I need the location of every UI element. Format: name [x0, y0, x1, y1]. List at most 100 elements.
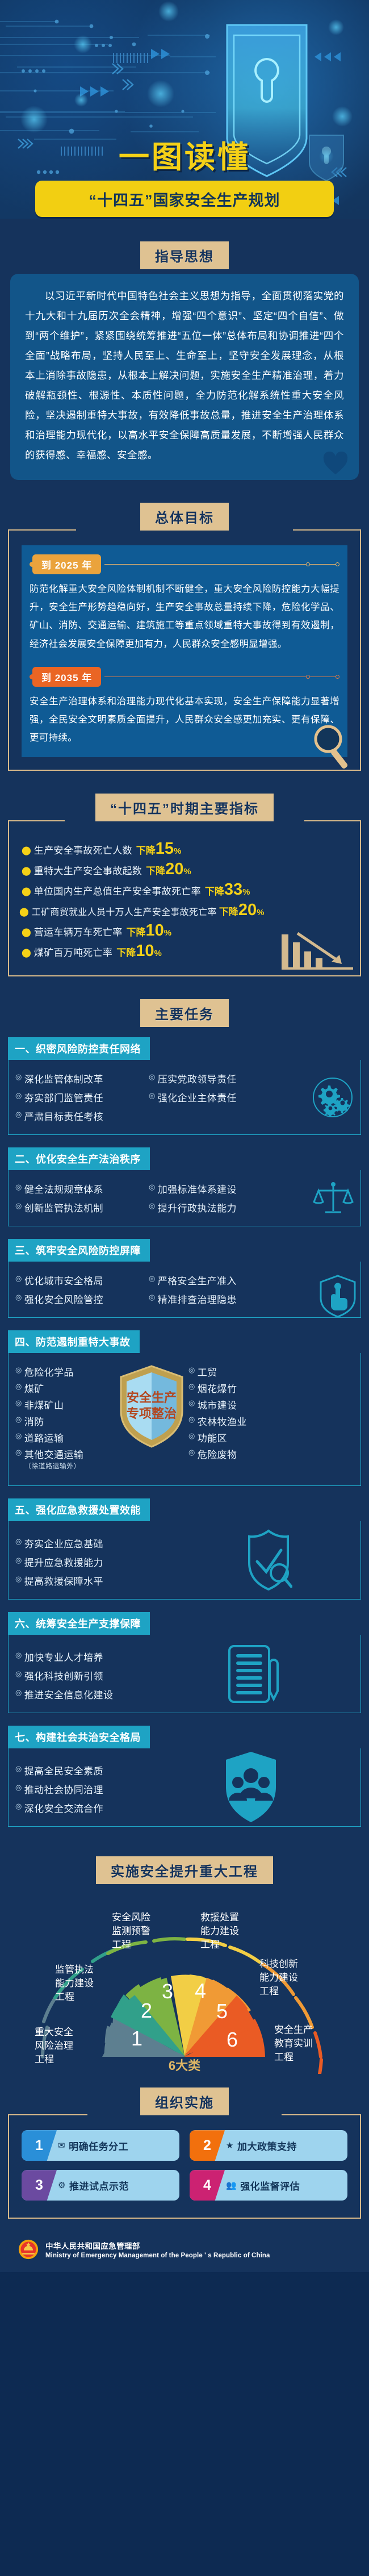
svg-text:监管执法: 监管执法 — [55, 1964, 94, 1975]
circle-bullet-icon: ◎ — [15, 1556, 22, 1565]
envelope-icon: ✉ — [58, 2141, 66, 2151]
task-item-note: （除道路运输外） — [24, 1462, 81, 1471]
drop-icon: ⬤ — [22, 948, 31, 958]
task-title: 二、优化安全生产法治秩序 — [8, 1147, 150, 1171]
drop-icon: ⬤ — [19, 907, 29, 917]
timeline-dot — [30, 562, 35, 567]
svg-text:安全风险: 安全风险 — [112, 1912, 150, 1923]
goal-2035-row: 到 2035 年 — [30, 666, 339, 687]
indicator-value: 10 — [145, 921, 164, 940]
indicator-label: 营运车辆万车死亡率 — [33, 927, 123, 938]
task-item: ◎ 深化安全交流合作 — [15, 1801, 149, 1815]
circle-bullet-icon: ◎ — [188, 1431, 195, 1441]
gear-icon: ⚙ — [58, 2181, 66, 2191]
indicator-value: 20 — [165, 860, 184, 879]
task-item-label: 煤矿 — [24, 1384, 44, 1395]
organization-heading: 组织实施 — [140, 2087, 229, 2116]
indicator-row: ⬤ 营运车辆万车死亡率 下降 10 % — [22, 921, 355, 940]
task-item-label: 深化安全交流合作 — [24, 1803, 103, 1815]
task-item: ◎ 煤矿 — [15, 1381, 115, 1395]
page-subtitle: “十四五”国家安全生产规划 — [89, 191, 280, 209]
task-item-label: 城市建设 — [197, 1400, 237, 1412]
task-item: ◎ 加强标准体系建设 — [149, 1181, 271, 1196]
task-item-label: 加强标准体系建设 — [157, 1184, 237, 1196]
task-item-label: 提高全民安全素质 — [24, 1766, 103, 1777]
indicator-label: 生产安全事故死亡人数 — [33, 845, 132, 857]
task-item-label: 强化科技创新引领 — [24, 1671, 103, 1682]
projects-heading-wrap: 实施安全提升重大工程 — [0, 1856, 369, 1885]
indicator-row: ⬤ 重特大生产安全事故起数 下降 20 % — [22, 860, 355, 879]
indicator-unit: % — [183, 867, 191, 877]
projects-wheel: 1 2 3 4 5 6 6大类 重大安全 风险治理 工程 监管执法 能力建设 — [0, 1886, 369, 2074]
indicator-unit: % — [174, 846, 182, 857]
task-item-label: 危险化学品 — [24, 1367, 74, 1379]
task-item: ◎ 推动社会协同治理 — [15, 1782, 149, 1796]
infographic-page: 一图读懂 “十四五”国家安全生产规划 指导思想 以习近平新时代中国特色社会主义思… — [0, 0, 369, 2260]
task-item-label: 健全法规规章体系 — [24, 1184, 103, 1196]
organization-item-4[interactable]: 4 👥 强化监督评估 — [190, 2170, 347, 2201]
guiding-card: 以习近平新时代中国特色社会主义思想为指导，全面贯彻落实党的十九大和十九届历次全会… — [10, 274, 359, 480]
task-item-label: 压实党政领导责任 — [157, 1074, 237, 1085]
task-item: ◎ 工贸 — [188, 1364, 279, 1379]
goals-heading-wrap: 总体目标 — [0, 503, 369, 531]
indicator-row: ⬤ 单位国内生产总值生产安全事故死亡率 下降 33 % — [22, 882, 355, 898]
wedge-label-2: 监管执法 能力建设 工程 — [55, 1964, 94, 2002]
task-body: ◎ 加快专业人才培养 ◎ 强化科技创新引领 ◎ 推进安全信息化建设 — [8, 1635, 361, 1714]
task-item-label: 夯实企业应急基础 — [24, 1539, 103, 1550]
task-item: ◎ 烟花爆竹 — [188, 1381, 279, 1395]
shield-bullet-icon: ◎ — [149, 1201, 156, 1210]
shield-hand-icon — [320, 1275, 356, 1318]
svg-text:工程: 工程 — [259, 1986, 279, 1997]
task-title: 三、筑牢安全风险防控屏障 — [8, 1239, 150, 1262]
task-item: ◎ 提升应急救援能力 — [15, 1555, 149, 1569]
task-item: ◎ 健全法规规章体系 — [15, 1181, 149, 1196]
declining-bar-chart-icon — [282, 932, 353, 970]
task-item: ◎ 深化监管体制改革 — [15, 1071, 149, 1085]
indicator-unit: % — [257, 908, 265, 918]
gears-icon — [313, 1077, 353, 1117]
six-category-fan-chart: 1 2 3 4 5 6 6大类 重大安全 风险治理 工程 监管执法 能力建设 — [35, 1912, 323, 2074]
task-item: ◎ 其他交通运输 （除道路运输外） — [15, 1447, 115, 1471]
task-title: 五、强化应急救援处置效能 — [8, 1498, 150, 1522]
shield-bullet-icon: ◎ — [15, 1201, 22, 1210]
task-item-label: 功能区 — [197, 1433, 227, 1444]
wedge-number: 2 — [141, 1999, 152, 2022]
indicator-label: 单位国内生产总值生产安全事故死亡率 — [33, 886, 201, 897]
organization-item-label-wrap: ⚙ 推进试点示范 — [49, 2170, 179, 2201]
circle-bullet-icon: ◎ — [15, 1575, 22, 1584]
task-group-4: 四、防范遏制重特大事故 ◎ 危险化学品 ◎ 煤矿 ◎ 非煤矿山 ◎ 消防 ◎ 道路运输 ◎… — [8, 1330, 361, 1487]
wedge-label-4: 救援处置 能力建设 工程 — [200, 1912, 239, 1950]
task-group-1: 一、织密风险防控责任网络 ◎ 深化监管体制改革 ◎ 夯实部门监管责任 ◎ 严肃目标责任… — [8, 1037, 361, 1135]
heart-icon — [323, 452, 348, 475]
organization-item-label: 推进试点示范 — [69, 2181, 129, 2192]
task-item-label: 精准排查治理隐患 — [157, 1295, 237, 1306]
organization-item-label-wrap: ✉ 明确任务分工 — [49, 2130, 179, 2161]
circle-bullet-icon: ◎ — [188, 1382, 195, 1391]
svg-text:能力建设: 能力建设 — [55, 1978, 94, 1989]
circle-bullet-icon: ◎ — [15, 1448, 22, 1457]
shield-bullet-icon: ◎ — [149, 1293, 156, 1302]
organization-item-1[interactable]: 1 ✉ 明确任务分工 — [22, 2130, 179, 2161]
indicator-label: 工矿商贸就业人员十万人生产安全事故死亡率 — [31, 908, 217, 918]
organization-item-label-wrap: ★ 加大政策支持 — [217, 2130, 347, 2161]
indicator-trend: 下降 — [204, 886, 224, 897]
wedge-number: 6 — [227, 2028, 238, 2051]
task-title: 七、构建社会共治安全格局 — [8, 1726, 150, 1749]
tasks-heading-wrap: 主要任务 — [0, 999, 369, 1028]
task-item-label: 夯实部门监管责任 — [24, 1093, 103, 1104]
circle-bullet-icon: ◎ — [188, 1366, 195, 1375]
task-item-label: 提升应急救援能力 — [24, 1558, 103, 1569]
task-item: ◎ 消防 — [15, 1414, 115, 1428]
organization-item-2[interactable]: 2 ★ 加大政策支持 — [190, 2130, 347, 2161]
indicator-label: 煤矿百万吨死亡率 — [33, 947, 113, 959]
scales-icon — [313, 1182, 354, 1213]
task-item-label: 优化城市安全格局 — [24, 1276, 103, 1287]
goal-year-label-2025: 到 2025 年 — [32, 554, 102, 574]
task-item-label: 消防 — [24, 1417, 44, 1428]
svg-text:教育实训: 教育实训 — [274, 2038, 313, 2049]
svg-text:工程: 工程 — [274, 2052, 293, 2063]
task-item-label: 推进安全信息化建设 — [24, 1690, 114, 1701]
shield-bullet-icon: ◎ — [149, 1183, 156, 1192]
indicator-row: ⬤ 生产安全事故死亡人数 下降 15 % — [22, 841, 355, 857]
organization-item-3[interactable]: 3 ⚙ 推进试点示范 — [22, 2170, 179, 2201]
